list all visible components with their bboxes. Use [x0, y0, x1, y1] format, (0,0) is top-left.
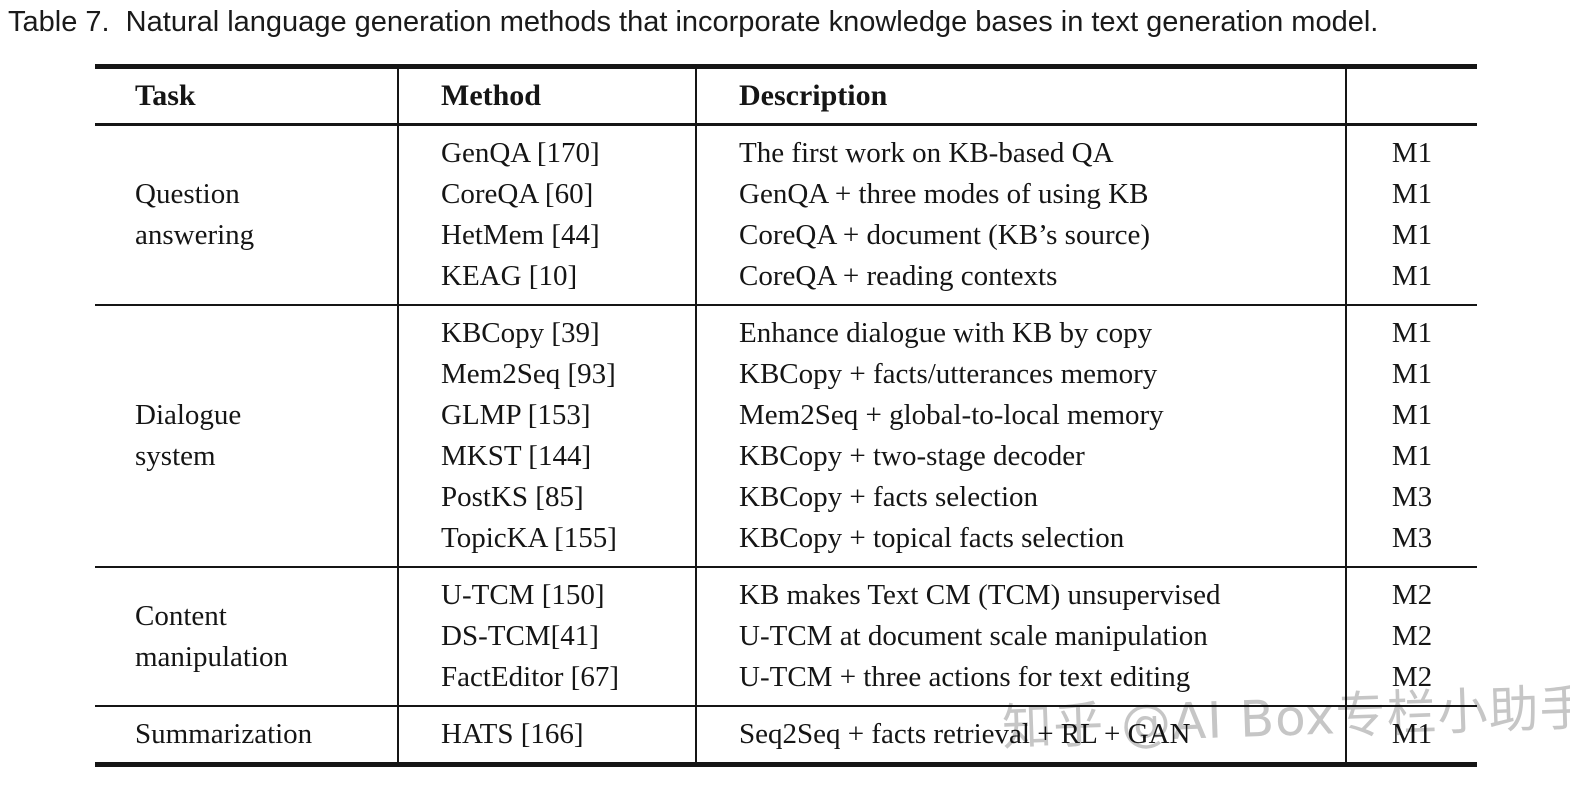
method-cell: GenQA [170] CoreQA [60] HetMem [44] KEAG… — [397, 126, 695, 304]
method-description: GenQA + three modes of using KB — [739, 178, 1149, 210]
method-name: KBCopy [39] — [441, 317, 600, 349]
method-description: U-TCM + three actions for text editing — [739, 661, 1191, 693]
description-cell: Enhance dialogue with KB by copy KBCopy … — [695, 306, 1345, 566]
model-tag: M1 — [1391, 137, 1433, 169]
method-name: MKST [144] — [441, 440, 592, 472]
method-name: U-TCM [150] — [441, 579, 605, 611]
task-label: Dialogue system — [135, 399, 242, 472]
method-cell: KBCopy [39] Mem2Seq [93] GLMP [153] MKST… — [397, 306, 695, 566]
model-tag: M1 — [1391, 440, 1433, 472]
method-name: FactEditor [67] — [441, 661, 619, 693]
method-description: CoreQA + document (KB’s source) — [739, 219, 1150, 251]
methods-table: Task Method Description Question answeri… — [95, 64, 1477, 767]
method-description: KBCopy + facts selection — [739, 481, 1039, 513]
model-tag: M2 — [1391, 661, 1433, 693]
group-separator-rule — [95, 705, 1477, 707]
task-cell: Summarization — [95, 707, 397, 762]
method-name: Mem2Seq [93] — [441, 358, 616, 390]
model-tag: M2 — [1391, 579, 1433, 611]
task-label: Summarization — [135, 718, 313, 750]
header-model — [1345, 69, 1477, 123]
method-name: DS-TCM[41] — [441, 620, 599, 652]
task-cell: Dialogue system — [95, 306, 397, 566]
method-description: Enhance dialogue with KB by copy — [739, 317, 1153, 349]
header-bottom-rule — [95, 123, 1477, 126]
group-content-manipulation: Content manipulation U-TCM [150] DS-TCM[… — [95, 568, 1477, 705]
description-cell: KB makes Text CM (TCM) unsupervised U-TC… — [695, 568, 1345, 705]
method-name: HATS [166] — [441, 718, 584, 750]
group-question-answering: Question answering GenQA [170] CoreQA [6… — [95, 126, 1477, 304]
method-name: HetMem [44] — [441, 219, 600, 251]
header-method: Method — [397, 69, 695, 123]
method-cell: HATS [166] — [397, 707, 695, 762]
model-tag: M1 — [1391, 317, 1433, 349]
model-tag: M1 — [1391, 260, 1433, 292]
header-description: Description — [695, 69, 1345, 123]
model-cell: M1 M1 M1 M1 M3 M3 — [1345, 306, 1477, 566]
description-cell: The first work on KB-based QA GenQA + th… — [695, 126, 1345, 304]
group-summarization: Summarization HATS [166] Seq2Seq + facts… — [95, 707, 1477, 762]
model-tag: M1 — [1391, 358, 1433, 390]
table-bottom-rule — [95, 762, 1477, 767]
model-tag: M1 — [1391, 718, 1433, 750]
method-name: TopicKA [155] — [441, 522, 617, 554]
model-cell: M1 — [1345, 707, 1477, 762]
model-cell: M2 M2 M2 — [1345, 568, 1477, 705]
group-dialogue-system: Dialogue system KBCopy [39] Mem2Seq [93]… — [95, 306, 1477, 566]
model-tag: M1 — [1391, 399, 1433, 431]
method-name: GLMP [153] — [441, 399, 591, 431]
method-name: PostKS [85] — [441, 481, 584, 513]
task-label: Content manipulation — [135, 599, 289, 673]
method-description: Seq2Seq + facts retrieval + RL + GAN — [739, 718, 1191, 750]
model-tag: M1 — [1391, 178, 1433, 210]
description-cell: Seq2Seq + facts retrieval + RL + GAN — [695, 707, 1345, 762]
method-description: KBCopy + facts/utterances memory — [739, 358, 1158, 390]
method-description: KBCopy + topical facts selection — [739, 522, 1125, 554]
method-name: CoreQA [60] — [441, 178, 594, 210]
task-label: Question answering — [135, 178, 255, 251]
table-top-rule — [95, 64, 1477, 69]
method-description: KBCopy + two-stage decoder — [739, 440, 1085, 472]
task-cell: Question answering — [95, 126, 397, 304]
group-separator-rule — [95, 304, 1477, 306]
method-name: KEAG [10] — [441, 260, 578, 292]
model-tag: M3 — [1391, 481, 1433, 513]
task-cell: Content manipulation — [95, 568, 397, 705]
method-description: The first work on KB-based QA — [739, 137, 1114, 169]
model-tag: M3 — [1391, 522, 1433, 554]
header-task: Task — [135, 79, 196, 112]
table-header-row: Task Method Description — [95, 69, 1477, 123]
model-tag: M1 — [1391, 219, 1433, 251]
method-description: KB makes Text CM (TCM) unsupervised — [739, 579, 1221, 611]
table-caption: Table 7. Natural language generation met… — [8, 6, 1379, 38]
group-separator-rule — [95, 566, 1477, 568]
model-tag: M2 — [1391, 620, 1433, 652]
method-description: Mem2Seq + global-to-local memory — [739, 399, 1164, 431]
model-cell: M1 M1 M1 M1 — [1345, 126, 1477, 304]
method-description: CoreQA + reading contexts — [739, 260, 1058, 292]
method-description: U-TCM at document scale manipulation — [739, 620, 1208, 652]
method-name: GenQA [170] — [441, 137, 600, 169]
method-cell: U-TCM [150] DS-TCM[41] FactEditor [67] — [397, 568, 695, 705]
